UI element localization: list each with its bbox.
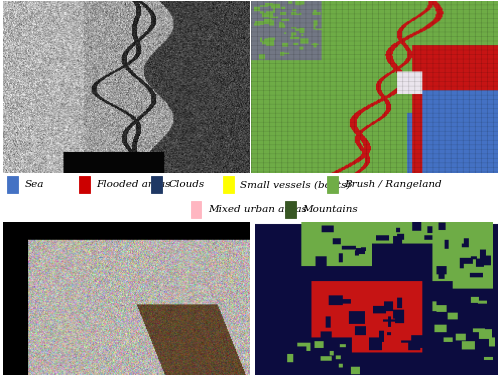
Text: Flooded areas: Flooded areas [96,180,171,190]
Text: Clouds: Clouds [168,180,204,190]
Bar [326,176,338,194]
Text: Brush / Rangeland: Brush / Rangeland [344,180,442,190]
Text: Mountains: Mountains [302,205,358,214]
Bar [190,201,202,218]
Text: Mixed urban areas: Mixed urban areas [208,205,307,214]
Text: Sea: Sea [25,180,44,190]
Bar [79,176,90,194]
Text: Small vessels (boats): Small vessels (boats) [240,180,350,190]
Bar [151,176,162,194]
Bar [284,201,296,218]
Bar [223,176,234,194]
Bar [8,176,18,194]
